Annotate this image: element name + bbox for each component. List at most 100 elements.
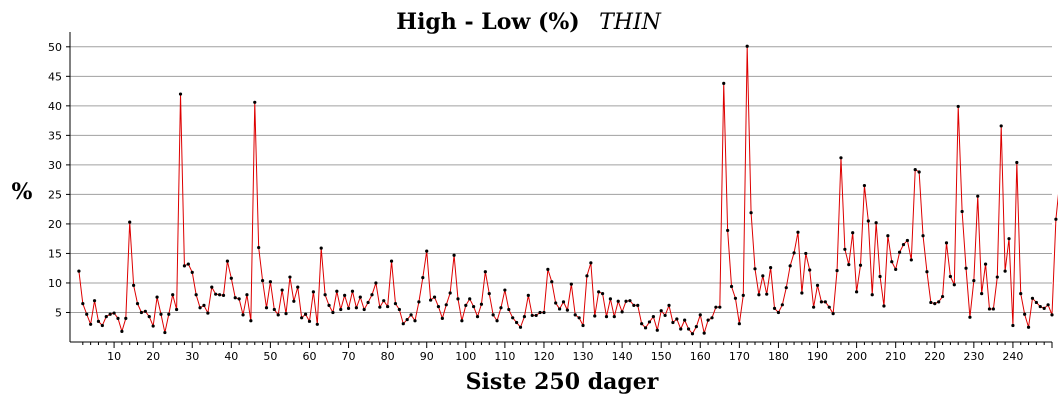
data-point [421,276,425,280]
data-point [225,259,230,263]
data-point [229,276,233,280]
data-point [733,296,738,300]
data-point [499,306,503,310]
data-point [757,293,761,297]
chart-subtitle: THIN [599,10,662,35]
x-tick-label: 80 [381,350,395,363]
data-point [135,302,140,306]
data-point [847,263,851,267]
data-point [686,327,691,331]
data-point [1046,303,1050,307]
data-point [882,304,886,308]
data-point [980,291,984,296]
data-point [714,305,718,309]
data-point [221,293,226,297]
data-point [815,283,820,287]
data-point [284,312,288,316]
data-point [448,291,452,295]
data-point [186,262,190,266]
data-point [624,299,628,303]
x-tick-label: 60 [302,350,316,363]
data-point [155,295,159,299]
y-tick-label: 15 [48,247,62,260]
data-point [409,313,413,317]
data-point [573,313,577,317]
data-point [870,293,874,297]
data-point [202,303,206,307]
data-point [507,307,511,312]
data-point [124,316,128,320]
data-point [683,318,687,322]
data-point [323,293,327,297]
data-point [1019,291,1023,296]
data-point [382,299,386,303]
data-point [956,104,960,109]
data-point [475,315,480,319]
data-point [905,238,910,243]
x-tick-label: 20 [146,350,160,363]
data-point [362,307,366,312]
x-tick-label: 10 [107,350,121,363]
data-point [190,270,194,274]
data-point [616,299,620,303]
data-point [737,322,741,326]
data-point [530,313,534,318]
data-point [944,241,949,245]
y-axis-ticks: 5 10 15 20 25 30 35 40 45 50 [48,41,70,319]
data-point [983,262,988,266]
data-point [612,315,616,319]
data-point [515,320,519,325]
data-point [913,168,917,172]
data-point [163,330,167,335]
data-point [100,323,104,328]
data-point [358,295,362,299]
data-point [276,313,280,317]
data-point [776,310,781,315]
data-point [452,253,456,257]
data-point [132,283,136,287]
data-point [260,279,265,283]
data-point [991,307,995,311]
data-point [643,326,648,330]
data-point [565,308,570,312]
data-point [315,322,319,326]
data-point [350,289,355,293]
data-point [104,315,108,319]
data-point [257,245,261,250]
x-tick-label: 220 [924,350,945,363]
data-point [1007,237,1011,241]
x-tick-label: 120 [533,350,554,363]
data-point [667,303,671,307]
y-tick-label: 35 [48,129,62,142]
data-point [753,267,757,271]
data-point [585,274,589,278]
data-point [1050,313,1054,317]
data-point [851,231,855,235]
data-point [792,251,796,255]
data-point [597,290,601,294]
data-point [296,285,300,289]
data-point [1015,160,1019,165]
data-point [393,302,398,306]
data-point [182,264,187,268]
data-point [245,293,249,297]
data-point [659,309,663,313]
data-point [491,313,495,317]
data-point [1023,312,1027,316]
data-point [600,291,605,296]
data-point [651,315,655,319]
data-point [604,315,609,319]
data-point [804,251,808,256]
data-point [726,228,730,233]
data-point [640,322,644,326]
data-point [557,307,562,311]
data-point [542,310,546,315]
data-point [835,268,839,273]
x-tick-label: 170 [729,350,750,363]
data-point [929,300,933,305]
data-point [780,303,784,307]
data-point [1054,217,1058,221]
data-point [526,293,530,297]
data-point [952,283,956,287]
data-point [1003,269,1007,273]
